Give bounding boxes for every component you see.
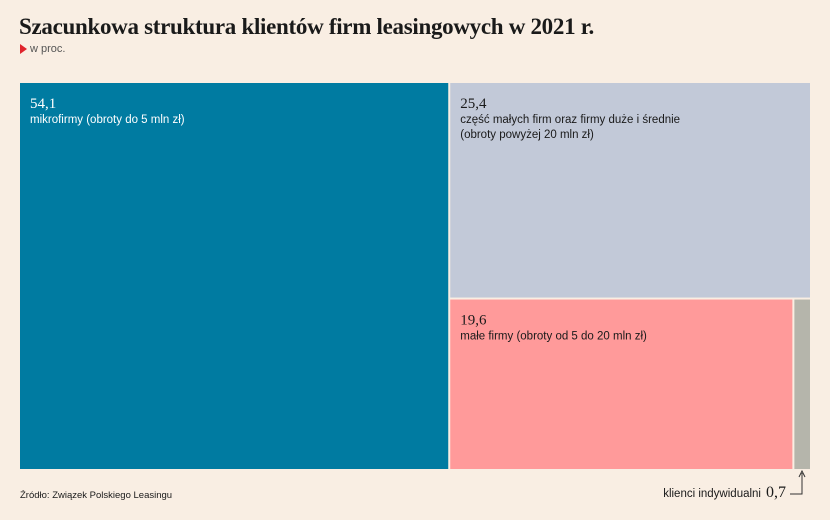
treemap-block-1 xyxy=(450,83,810,298)
chart-title: Szacunkowa struktura klientów firm leasi… xyxy=(19,14,594,39)
triangle-marker-icon xyxy=(20,44,27,54)
subtitle-text: w proc. xyxy=(30,43,66,55)
treemap-block-3 xyxy=(794,299,810,469)
block-category-label: małe firmy (obroty od 5 do 20 mln zł) xyxy=(460,331,647,343)
block-value-label: 54,1 xyxy=(30,96,56,112)
block-category-label: mikrofirmy (obroty do 5 mln zł) xyxy=(30,114,185,126)
callout-leader-line xyxy=(790,470,806,495)
small-segment-callout: klienci indywidualni 0,7 xyxy=(663,484,786,502)
callout-label: klienci indywidualni xyxy=(663,488,761,500)
block-category-label: (obroty powyżej 20 mln zł) xyxy=(460,129,594,141)
block-value-label: 19,6 xyxy=(460,313,487,329)
treemap-block-2 xyxy=(450,299,793,469)
subtitle: w proc. xyxy=(20,43,65,55)
treemap-chart: 54,1 mikrofirmy (obroty do 5 mln zł) 25,4 c… xyxy=(20,83,810,469)
treemap-block-0 xyxy=(20,83,449,469)
callout-value: 0,7 xyxy=(766,484,786,501)
block-category-label: część małych firm oraz firmy duże i śred… xyxy=(460,114,680,126)
source-note: Źródło: Związek Polskiego Leasingu xyxy=(20,490,173,501)
block-value-label: 25,4 xyxy=(460,96,487,112)
